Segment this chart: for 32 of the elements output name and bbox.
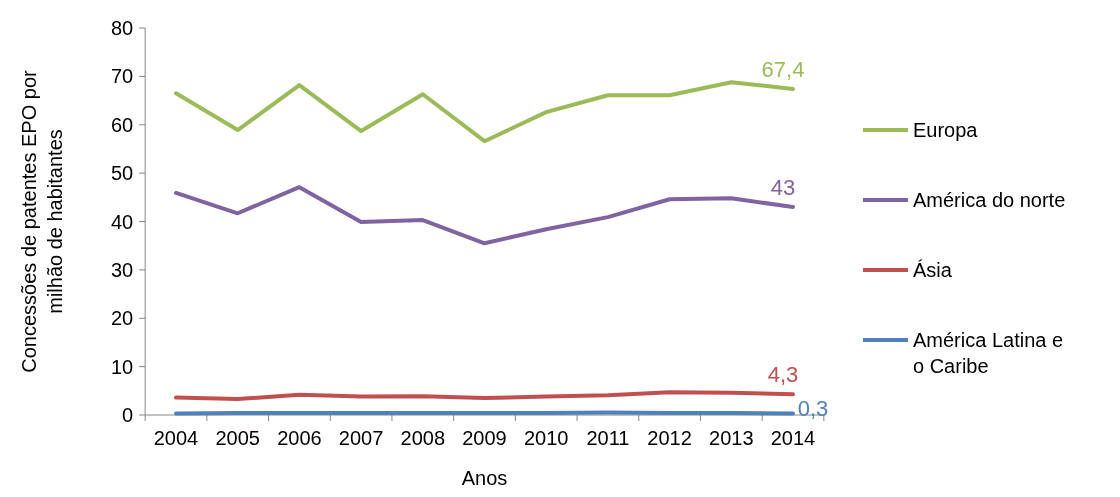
data-label: 0,3 [797,395,829,421]
legend-label: América Latina e o Caribe [913,329,1064,377]
legend-label: Europa [913,119,979,141]
x-tick-label: 2007 [338,427,384,449]
x-tick-label: 2008 [400,427,446,449]
x-tick-label: 2011 [586,427,630,449]
y-tick-label: 80 [110,17,134,39]
y-tick-label: 40 [110,210,134,233]
y-tick-label: 60 [110,113,134,136]
x-tick-label: 2010 [523,427,569,449]
x-tick-label: 2004 [153,427,199,449]
legend-label: Ásia [913,259,953,281]
x-axis-title: Anos [461,467,508,489]
x-tick-label: 2012 [647,427,692,449]
y-tick-label: 0 [122,404,134,426]
y-axis-title: Concessões de patentes EPO por milhão de habitantes [18,69,66,373]
data-label: 4,3 [767,362,799,388]
y-tick-label: 20 [110,307,134,330]
y-tick-label: 10 [110,355,134,378]
y-tick-label: 50 [110,162,134,185]
x-tick-label: 2006 [277,427,322,449]
y-tick-label: 70 [110,65,134,88]
legend-label: América do norte [913,189,1066,211]
x-tick-label: 2014 [770,427,816,449]
y-tick-label: 30 [110,258,134,281]
line-series [174,390,795,402]
line-series [174,80,795,144]
x-tick-label: 2005 [215,427,260,449]
data-label: 67,4 [761,56,805,82]
data-label: 43 [770,174,796,200]
x-tick-label: 2013 [709,427,754,449]
x-tick-label: 2009 [462,427,507,449]
